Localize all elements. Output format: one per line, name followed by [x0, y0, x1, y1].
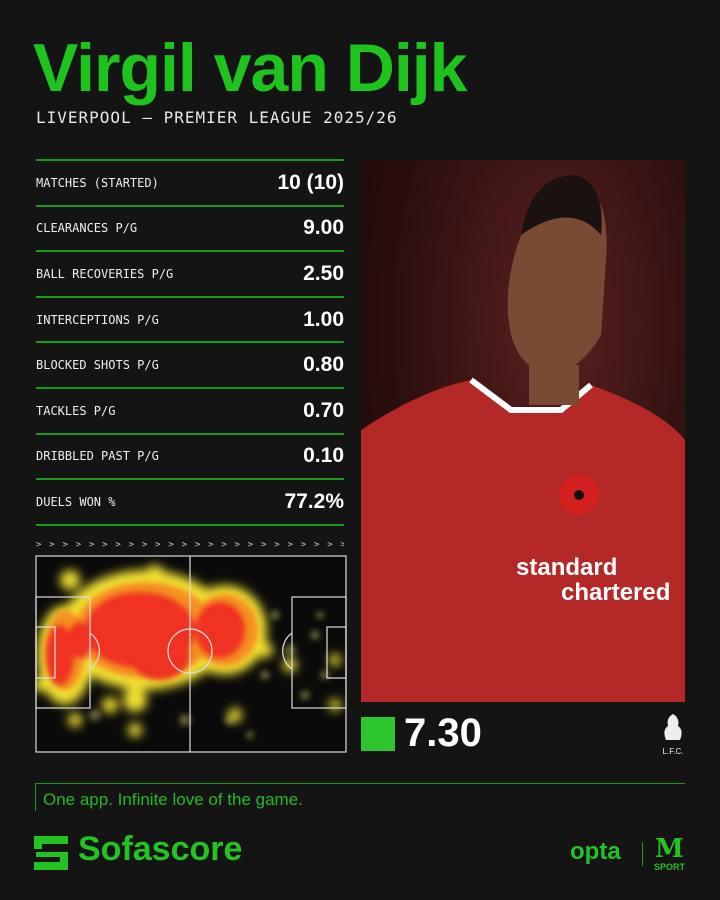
stat-row: INTERCEPTIONS P/G 1.00 [36, 298, 344, 344]
tagline: One app. Infinite love of the game. [43, 790, 303, 809]
tagline-bar [35, 783, 36, 811]
stat-label: TACKLES P/G [36, 403, 116, 418]
player-name: Virgil van Dijk [33, 30, 467, 106]
mirror-sport-logo: M [655, 834, 684, 864]
sponsor-logo: standard [516, 554, 617, 581]
stat-row: MATCHES (STARTED) 10 (10) [36, 161, 344, 207]
partner-separator [642, 842, 643, 866]
rating-color-box [361, 717, 395, 751]
sofascore-logo-icon [34, 836, 68, 870]
pitch-lines [35, 555, 347, 753]
stat-label: DRIBBLED PAST P/G [36, 449, 159, 464]
team-season-subtitle: LIVERPOOL — PREMIER LEAGUE 2025/26 [36, 108, 398, 127]
stat-label: BALL RECOVERIES P/G [36, 266, 174, 281]
sponsor-logo-2: chartered [561, 579, 670, 606]
stat-value: 0.10 [303, 444, 344, 468]
shirt [361, 380, 685, 702]
stat-value: 1.00 [303, 307, 344, 331]
tagline-divider [35, 783, 685, 784]
stat-label: MATCHES (STARTED) [36, 175, 159, 190]
opta-logo: opta [570, 838, 621, 865]
stat-value: 77.2% [284, 489, 344, 513]
stat-row: TACKLES P/G 0.70 [36, 389, 344, 435]
stat-row: DUELS WON % 77.2% [36, 480, 344, 526]
player-photo: standard chartered [361, 160, 685, 702]
stat-label: DUELS WON % [36, 494, 116, 509]
stat-row: BLOCKED SHOTS P/G 0.80 [36, 343, 344, 389]
stat-row: BALL RECOVERIES P/G 2.50 [36, 252, 344, 298]
stat-label: BLOCKED SHOTS P/G [36, 358, 159, 373]
attack-direction-marker: > > > > > > > > > > > > > > > > > > > > … [36, 540, 344, 550]
stat-value: 2.50 [303, 261, 344, 285]
stat-row: CLEARANCES P/G 9.00 [36, 207, 344, 253]
stat-label: INTERCEPTIONS P/G [36, 312, 159, 327]
head [507, 180, 607, 375]
mirror-sport-label: SPORT [654, 862, 686, 872]
lfc-crest-icon: L.F.C. [663, 714, 684, 756]
heatmap-pitch [35, 555, 347, 753]
sofascore-brand: Sofascore [78, 830, 243, 868]
stat-value: 9.00 [303, 216, 344, 240]
svg-text:L.F.C.: L.F.C. [663, 747, 684, 756]
stat-value: 0.80 [303, 353, 344, 377]
stat-value: 0.70 [303, 398, 344, 422]
stat-label: CLEARANCES P/G [36, 221, 138, 236]
stat-row: DRIBBLED PAST P/G 0.10 [36, 435, 344, 481]
stat-value: 10 (10) [277, 170, 344, 194]
player-rating: 7.30 [404, 711, 482, 755]
stats-table: MATCHES (STARTED) 10 (10) CLEARANCES P/G 9… [36, 159, 344, 526]
